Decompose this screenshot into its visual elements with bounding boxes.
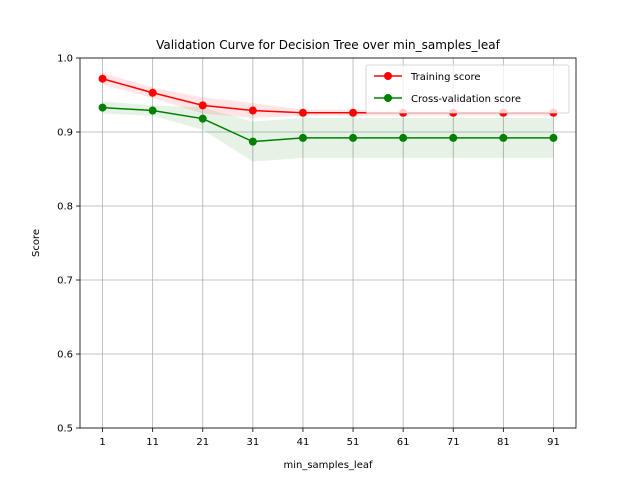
x-tick-label: 31 bbox=[246, 437, 259, 448]
y-axis-label: Score bbox=[31, 229, 42, 257]
point-series-1 bbox=[399, 133, 408, 142]
x-tick-label: 51 bbox=[347, 437, 360, 448]
x-tick-label: 11 bbox=[146, 437, 159, 448]
point-series-1 bbox=[549, 133, 558, 142]
point-series-1 bbox=[298, 133, 307, 142]
point-series-1 bbox=[499, 133, 508, 142]
band-series-1 bbox=[102, 101, 554, 162]
point-series-1 bbox=[248, 137, 257, 146]
x-axis-label: min_samples_leaf bbox=[283, 460, 372, 471]
point-series-0 bbox=[298, 108, 307, 117]
y-tick-label: 0.7 bbox=[57, 276, 73, 287]
legend-label-0: Training score bbox=[410, 72, 481, 83]
y-tick-label: 1.0 bbox=[57, 54, 73, 65]
y-tick-label: 0.6 bbox=[57, 350, 73, 361]
legend-marker-0 bbox=[384, 72, 392, 80]
axes-frame bbox=[79, 57, 577, 429]
legend-label-1: Cross-validation score bbox=[411, 94, 521, 105]
legend-marker-1 bbox=[384, 94, 392, 102]
point-series-0 bbox=[349, 108, 358, 117]
point-series-1 bbox=[148, 106, 157, 115]
x-tick-label: 1 bbox=[99, 437, 105, 448]
point-series-0 bbox=[198, 101, 207, 110]
x-tick-label: 61 bbox=[397, 437, 410, 448]
legend-box bbox=[365, 64, 570, 114]
y-axis-ticks: 0.5 0.6 0.7 0.8 0.9 1.0 bbox=[57, 54, 80, 435]
x-tick-label: 81 bbox=[497, 437, 510, 448]
x-tick-label: 91 bbox=[547, 437, 560, 448]
point-series-1 bbox=[449, 133, 458, 142]
point-series-1 bbox=[198, 114, 207, 123]
point-series-0 bbox=[248, 106, 257, 115]
y-tick-label: 0.9 bbox=[57, 128, 73, 139]
x-axis-ticks: 1 11 21 31 41 51 61 71 81 91 bbox=[99, 428, 560, 448]
plot-area bbox=[79, 57, 577, 429]
y-tick-label: 0.8 bbox=[57, 202, 73, 213]
point-series-1 bbox=[349, 133, 358, 142]
point-series-0 bbox=[98, 74, 107, 83]
point-series-0 bbox=[148, 88, 157, 97]
line-series-1 bbox=[102, 106, 554, 143]
legend: Training score Cross-validation score bbox=[365, 64, 570, 114]
x-tick-label: 71 bbox=[447, 437, 460, 448]
chart-title: Validation Curve for Decision Tree over … bbox=[156, 38, 500, 52]
x-tick-label: 21 bbox=[196, 437, 209, 448]
x-tick-label: 41 bbox=[297, 437, 310, 448]
y-tick-label: 0.5 bbox=[57, 424, 73, 435]
point-series-1 bbox=[98, 103, 107, 112]
